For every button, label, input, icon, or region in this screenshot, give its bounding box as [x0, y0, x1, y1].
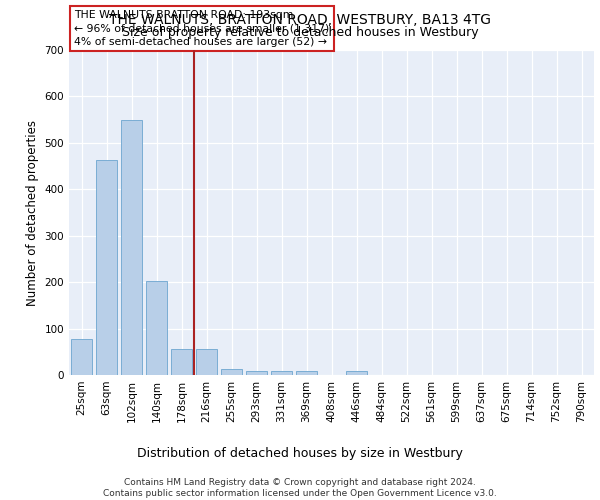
Bar [346, 372, 367, 375]
Text: Distribution of detached houses by size in Westbury: Distribution of detached houses by size … [137, 448, 463, 460]
Y-axis label: Number of detached properties: Number of detached properties [26, 120, 39, 306]
Text: Contains HM Land Registry data © Crown copyright and database right 2024.
Contai: Contains HM Land Registry data © Crown c… [103, 478, 497, 498]
Bar [246, 371, 267, 375]
Bar [221, 368, 242, 375]
Bar [96, 160, 117, 375]
Bar [146, 281, 167, 375]
Text: THE WALNUTS BRATTON ROAD: 193sqm
← 96% of detached houses are smaller (1,317)
4%: THE WALNUTS BRATTON ROAD: 193sqm ← 96% o… [74, 10, 329, 47]
Text: Size of property relative to detached houses in Westbury: Size of property relative to detached ho… [122, 26, 478, 39]
Bar [121, 120, 142, 375]
Bar [296, 372, 317, 375]
Bar [171, 348, 192, 375]
Bar [71, 339, 92, 375]
Text: THE WALNUTS, BRATTON ROAD, WESTBURY, BA13 4TG: THE WALNUTS, BRATTON ROAD, WESTBURY, BA1… [109, 12, 491, 26]
Bar [196, 350, 217, 375]
Bar [271, 371, 292, 375]
